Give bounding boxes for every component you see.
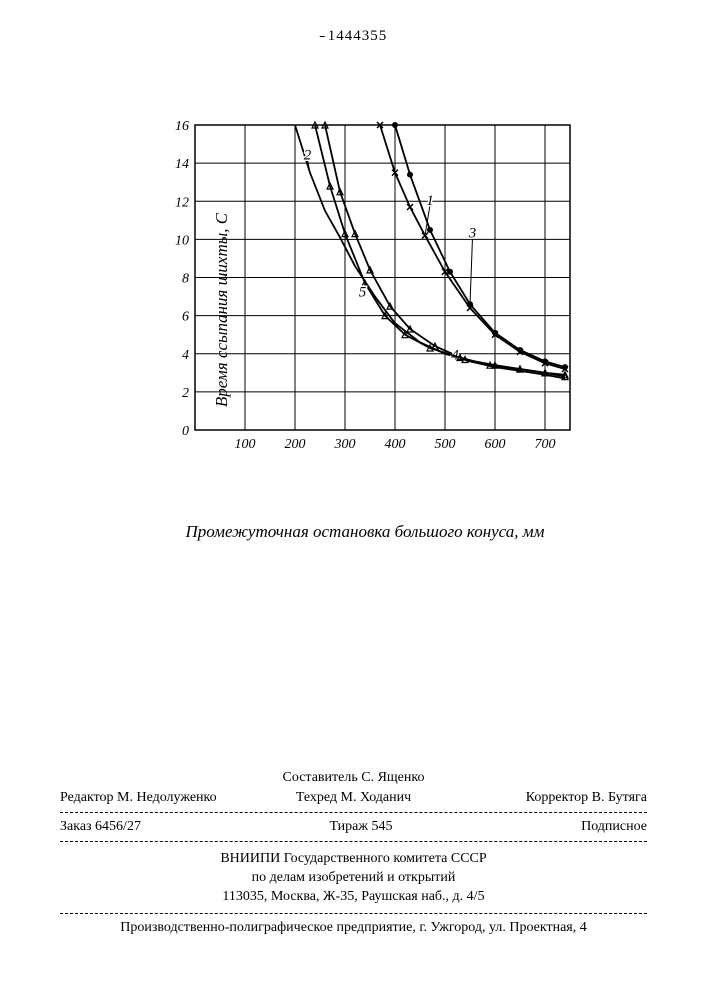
chart: Время ссыпания шихты, С 1002003004005006…: [155, 120, 575, 500]
order: Заказ 6456/27: [60, 819, 141, 835]
svg-text:1: 1: [426, 193, 434, 209]
svg-text:700: 700: [535, 437, 556, 452]
svg-text:0: 0: [182, 424, 189, 439]
page: 1444355 Время ссыпания шихты, С 10020030…: [0, 0, 707, 1000]
svg-text:3: 3: [468, 225, 477, 241]
svg-text:4: 4: [182, 348, 189, 363]
divider-1: [60, 812, 647, 813]
svg-text:400: 400: [385, 437, 406, 452]
footer: Составитель С. Ященко Редактор М. Недолу…: [60, 770, 647, 936]
patent-number: 1444355: [0, 28, 707, 45]
compiler-line: Составитель С. Ященко: [60, 770, 647, 786]
subscription: Подписное: [581, 819, 647, 835]
svg-text:2: 2: [304, 147, 312, 163]
meta-row: Заказ 6456/27 Тираж 545 Подписное: [60, 819, 647, 835]
svg-text:600: 600: [485, 437, 506, 452]
chart-ylabel: Время ссыпания шихты, С: [212, 213, 232, 407]
svg-text:6: 6: [182, 310, 189, 325]
publisher-block: ВНИИПИ Государственного комитета СССР по…: [60, 850, 647, 907]
divider-2: [60, 841, 647, 842]
production-line: Производственно-полиграфическое предприя…: [60, 920, 647, 936]
svg-text:2: 2: [182, 386, 189, 401]
svg-text:300: 300: [334, 437, 356, 452]
chart-xlabel: Промежуточная остановка большого конуса,…: [155, 522, 575, 542]
svg-text:8: 8: [182, 272, 189, 287]
divider-3: [60, 913, 647, 914]
techred: Техред М. Ходанич: [256, 790, 452, 806]
svg-text:10: 10: [175, 233, 189, 248]
svg-text:16: 16: [175, 120, 189, 134]
corrector: Корректор В. Бутяга: [451, 790, 647, 806]
svg-text:100: 100: [235, 437, 256, 452]
publisher-3: 113035, Москва, Ж-35, Раушская наб., д. …: [60, 888, 647, 907]
svg-text:200: 200: [285, 437, 306, 452]
svg-text:14: 14: [175, 157, 189, 172]
credits-row: Редактор М. Недолуженко Техред М. Ходани…: [60, 790, 647, 806]
svg-text:5: 5: [359, 285, 367, 301]
tirazh: Тираж 545: [329, 819, 392, 835]
publisher-2: по делам изобретений и открытий: [60, 869, 647, 888]
publisher-1: ВНИИПИ Государственного комитета СССР: [60, 850, 647, 869]
editor: Редактор М. Недолуженко: [60, 790, 256, 806]
svg-text:12: 12: [175, 195, 189, 210]
svg-text:500: 500: [435, 437, 456, 452]
